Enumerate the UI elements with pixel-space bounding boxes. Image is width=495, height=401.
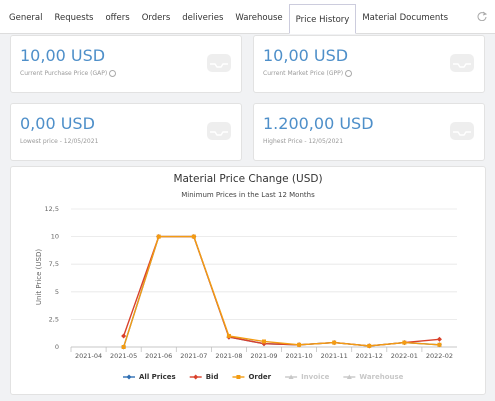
x-tick-label: 2021-10 (286, 352, 313, 360)
point (236, 375, 241, 379)
x-tick-label: 2021-06 (145, 352, 172, 360)
chart-card: Material Price Change (USD) Minimum Pric… (10, 166, 486, 395)
point (332, 340, 337, 345)
stat-label-text: Lowest price - 12/05/2021 (20, 138, 99, 145)
point (297, 342, 302, 347)
stat-label: Lowest price - 12/05/2021 (20, 138, 98, 145)
y-tick-label: 5 (55, 288, 59, 296)
point (436, 336, 442, 342)
point (262, 339, 266, 344)
stat-label: Highest Price - 12/05/2021 (263, 138, 343, 145)
x-tick-label: 2022-01 (391, 352, 418, 360)
legend-label: All Prices (139, 373, 176, 381)
stat-label-text: Current Market Price (GPP) (263, 70, 344, 77)
x-tick-label: 2022-02 (426, 352, 453, 360)
x-tick-label: 2021-09 (250, 352, 277, 360)
x-tick-label: 2021-08 (215, 352, 242, 360)
tab[interactable]: Price History (288, 4, 357, 34)
card-icon (450, 122, 474, 140)
point (437, 342, 442, 347)
icon-shape (450, 122, 474, 140)
series-line (122, 235, 440, 348)
card-icon (207, 54, 231, 72)
legend-item[interactable]: Order (232, 373, 272, 381)
info-icon (345, 70, 353, 77)
refresh-icon[interactable] (477, 11, 487, 21)
y-tick-label: 7,5 (49, 260, 59, 268)
y-tick-label: 12,5 (45, 205, 59, 213)
card-icon (450, 54, 474, 72)
y-axis-label: Unit Price (USD) (35, 249, 43, 305)
card-icon (207, 122, 231, 140)
point (261, 341, 267, 347)
stat-value: 1.200,00 USD (263, 114, 374, 133)
stat-card: 10,00 USD Current Purchase Price (GAP) (10, 35, 242, 93)
y-tick-label: 2,5 (49, 315, 59, 323)
series-line (122, 235, 440, 347)
tab-bar: General Requests offers Orders deliveries War… (0, 0, 495, 34)
icon-shape (453, 63, 471, 68)
legend-item[interactable]: Warehouse (343, 373, 404, 381)
point (346, 374, 352, 379)
stat-label: Current Market Price (GPP) (263, 70, 353, 77)
point (367, 343, 372, 348)
icon-shape (207, 122, 231, 140)
tab[interactable]: Warehouse (235, 13, 283, 23)
stat-value: 10,00 USD (263, 46, 349, 65)
stat-card: 0,00 USD Lowest price - 12/05/2021 (10, 103, 242, 161)
info-icon (109, 70, 117, 77)
stat-label-text: Current Purchase Price (GAP) (20, 70, 108, 77)
legend-item[interactable]: Invoice (285, 373, 330, 381)
tab[interactable]: Requests (54, 13, 94, 23)
stat-value: 0,00 USD (20, 114, 95, 133)
tab[interactable]: Orders (141, 13, 171, 23)
x-tick-label: 2021-11 (321, 352, 348, 360)
icon-shape (453, 131, 471, 136)
stat-label: Current Purchase Price (GAP) (20, 70, 117, 77)
chart-title: Material Price Change (USD) (173, 173, 322, 185)
tab[interactable]: deliveries (182, 13, 224, 23)
legend-label: Order (248, 373, 271, 381)
legend-item[interactable]: Bid (189, 373, 219, 381)
point (191, 234, 196, 239)
y-tick-label: 10 (51, 233, 59, 241)
tab[interactable]: offers (105, 13, 130, 23)
tab[interactable]: Material Documents (362, 13, 449, 23)
stat-card: 10,00 USD Current Market Price (GPP) (253, 35, 485, 93)
icon-shape (210, 63, 228, 68)
legend-label: Invoice (301, 373, 330, 381)
point (402, 340, 407, 345)
point (193, 374, 199, 380)
point (156, 234, 161, 239)
point (226, 333, 231, 338)
icon-shape (207, 54, 231, 72)
legend-item[interactable]: All Prices (123, 373, 176, 381)
point (121, 333, 127, 339)
legend-label: Warehouse (359, 373, 403, 381)
stat-label-text: Highest Price - 12/05/2021 (263, 138, 344, 145)
chart: Material Price Change (USD) Minimum Pric… (35, 173, 457, 381)
x-tick-label: 2021-05 (110, 352, 137, 360)
chart-subtitle: Minimum Prices in the Last 12 Months (181, 191, 315, 199)
x-tick-label: 2021-04 (75, 352, 102, 360)
tab[interactable]: General (9, 13, 43, 23)
point (121, 345, 126, 349)
point (126, 374, 132, 380)
icon-shape (450, 54, 474, 72)
y-tick-label: 0 (55, 343, 59, 351)
point (288, 374, 294, 379)
legend-label: Bid (206, 373, 219, 381)
icon-shape (210, 131, 228, 136)
stat-value: 10,00 USD (20, 46, 106, 65)
x-tick-label: 2021-07 (180, 352, 207, 360)
x-tick-label: 2021-12 (356, 352, 383, 360)
stat-card: 1.200,00 USD Highest Price - 12/05/2021 (253, 103, 485, 161)
